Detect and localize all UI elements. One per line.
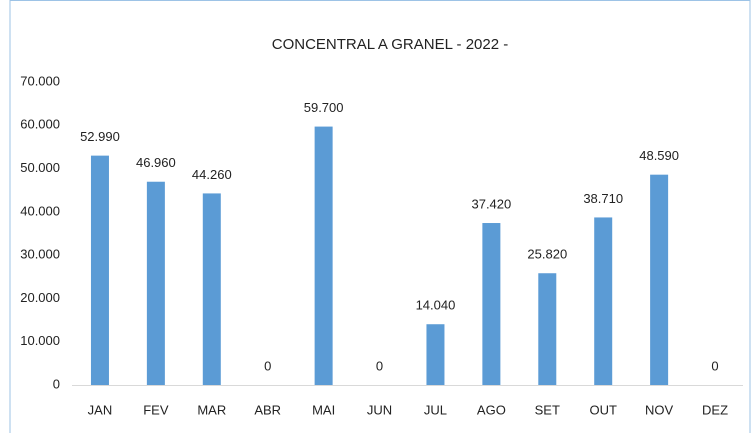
- bar: [426, 324, 445, 385]
- x-tick-label: OUT: [589, 402, 617, 417]
- x-tick-label: NOV: [645, 402, 674, 417]
- y-tick-label: 70.000: [20, 73, 60, 88]
- data-label: 14.040: [416, 298, 456, 313]
- y-tick-label: 40.000: [20, 203, 60, 218]
- x-tick-label: SET: [535, 402, 560, 417]
- x-tick-label: MAR: [197, 402, 226, 417]
- data-label: 0: [264, 358, 271, 373]
- bar: [538, 273, 557, 385]
- y-tick-label: 10.000: [20, 333, 60, 348]
- data-label: 52.990: [80, 129, 120, 144]
- data-label: 37.420: [471, 196, 511, 211]
- x-tick-label: MAI: [312, 402, 335, 417]
- x-tick-label: JUL: [424, 402, 447, 417]
- bar: [314, 126, 333, 385]
- data-label: 48.590: [639, 148, 679, 163]
- y-tick-label: 0: [53, 376, 60, 391]
- data-label: 46.960: [136, 155, 176, 170]
- y-tick-label: 20.000: [20, 290, 60, 305]
- bar: [90, 155, 109, 385]
- y-tick-label: 30.000: [20, 247, 60, 262]
- data-label: 25.820: [527, 247, 567, 262]
- x-tick-label: JUN: [367, 402, 392, 417]
- chart-title: CONCENTRAL A GRANEL - 2022 -: [272, 36, 508, 53]
- data-label: 38.710: [583, 191, 623, 206]
- data-label: 0: [711, 358, 718, 373]
- chart-frame: [9, 0, 751, 433]
- bar: [650, 174, 669, 385]
- bar: [482, 223, 501, 385]
- data-label: 44.260: [192, 167, 232, 182]
- bar: [594, 217, 613, 385]
- data-label: 59.700: [304, 100, 344, 115]
- y-tick-label: 50.000: [20, 160, 60, 175]
- x-tick-label: AGO: [477, 402, 506, 417]
- x-tick-label: FEV: [143, 402, 169, 417]
- x-tick-label: DEZ: [702, 402, 728, 417]
- bar: [202, 193, 221, 385]
- y-tick-label: 60.000: [20, 117, 60, 132]
- bar: [146, 181, 165, 385]
- data-label: 0: [376, 358, 383, 373]
- x-tick-label: JAN: [88, 402, 113, 417]
- x-tick-label: ABR: [254, 402, 281, 417]
